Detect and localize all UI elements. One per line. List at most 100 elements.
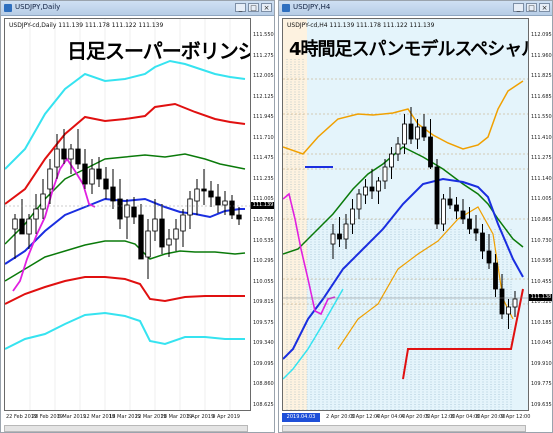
price-tick-label: 111.235 (253, 175, 274, 182)
price-tick-label: 111.685 (531, 93, 552, 100)
price-tick-label: 109.095 (253, 360, 274, 367)
price-tick-label: 111.410 (531, 134, 552, 141)
candle-body (229, 200, 235, 216)
price-tick-label: 110.320 (531, 299, 552, 306)
price-tick-label: 109.575 (253, 319, 274, 326)
candle-body (236, 214, 242, 220)
candle-body (408, 123, 414, 140)
daily-price-axis[interactable]: 111.550 111.275 112.005 112.125 111.945 111.7… (251, 18, 274, 411)
candle-body (89, 168, 95, 185)
lagging-span (283, 192, 336, 316)
daily-time-axis[interactable]: 22 Feb 2019 28 Feb 2019 6 Mar 2019 12 Mar 2… (4, 412, 251, 424)
h4-price-axis[interactable]: 112.095 111.960 111.825 111.685 111.550 111.4… (529, 18, 552, 411)
time-tick-label: 6 Mar 2019 (57, 414, 87, 420)
candle-body (124, 204, 130, 218)
candle-body (201, 188, 207, 192)
h4-plot-area[interactable]: USDJPY-cd,H4 111.139 111.178 111.122 111… (282, 18, 529, 411)
candle-body (138, 214, 144, 260)
time-tick-label: 28 Feb 2019 (31, 414, 63, 420)
candle-body (19, 218, 25, 235)
time-tick-label: 28 Mar 2019 (160, 414, 193, 420)
candle-body (82, 163, 88, 185)
price-tick-label: 110.295 (253, 258, 274, 265)
close-button[interactable]: × (261, 3, 272, 12)
price-tick-label: 110.045 (531, 340, 552, 347)
price-tick-label: 110.865 (531, 217, 552, 223)
minimize-button[interactable]: _ (513, 3, 524, 12)
chart-app-icon (282, 4, 290, 12)
candle-body (506, 306, 511, 315)
candle-body (215, 196, 221, 206)
candle-body (493, 262, 498, 290)
h4-chart-window[interactable]: USDJPY,H4 _ □ × USDJPY-cd,H4 111.139 111… (278, 0, 553, 433)
candle-body (61, 148, 67, 160)
candle-body (208, 190, 214, 198)
maximize-button[interactable]: □ (526, 3, 537, 12)
h4-horizontal-scrollbar[interactable] (282, 425, 526, 432)
time-tick-label: 5 Apr 12:00 (426, 414, 456, 420)
candle-body (369, 186, 375, 192)
candle-body (376, 180, 381, 192)
daily-window-titlebar[interactable]: USDJPY,Daily _ □ × (1, 1, 274, 16)
lower-3sigma-band (5, 311, 245, 350)
lower-envelope (337, 206, 514, 350)
candle-body (68, 148, 74, 160)
price-tick-label: 108.625 (253, 402, 274, 408)
candle-body (33, 208, 39, 220)
price-tick-label: 110.535 (253, 237, 274, 244)
daily-symbol-info: USDJPY-cd,Daily 111.139 111.178 111.122 … (9, 22, 164, 29)
price-tick-label: 111.475 (253, 155, 274, 162)
candle-body (480, 232, 485, 252)
candle-body (96, 168, 102, 180)
candle-body (512, 298, 518, 308)
time-tick-label: 2 Apr 20:00 (326, 414, 356, 420)
upper-3sigma-band (5, 59, 246, 170)
span-blue-line (283, 177, 524, 360)
h4-window-titlebar[interactable]: USDJPY,H4 _ □ × (279, 1, 552, 16)
price-tick-label: 110.455 (531, 278, 552, 285)
candle-body (454, 204, 459, 212)
h4-current-price: 111.138 (529, 294, 552, 301)
candle-body (330, 233, 336, 245)
candle-body (395, 143, 401, 155)
span-red-line (402, 288, 524, 380)
price-tick-label: 111.825 (531, 73, 552, 80)
candle-body (382, 166, 388, 182)
h4-heading: 4時間足スパンモデルスペシャル (289, 39, 529, 60)
daily-window-title: USDJPY,Daily (15, 3, 61, 11)
candle-body (389, 153, 394, 168)
h4-time-axis[interactable]: 2 Apr 20:00 3 Apr 12:00 4 Apr 04:00 4 Apr 2… (282, 412, 530, 424)
time-tick-label: 18 Mar 2019 (109, 414, 141, 420)
time-tick-label: 8 Apr 04:00 (451, 414, 481, 420)
candle-body (441, 198, 446, 225)
middle-line (5, 197, 245, 265)
candle-body (145, 230, 151, 258)
candle-body (75, 148, 81, 165)
price-tick-label: 111.945 (253, 114, 274, 121)
h4-window-title: USDJPY,H4 (293, 3, 331, 11)
time-tick-label: 4 Apr 04:00 (376, 414, 406, 420)
candle-body (194, 188, 200, 202)
daily-plot-area[interactable]: USDJPY-cd,Daily 111.139 111.178 111.122 … (4, 18, 251, 411)
time-tick-label: 8 Apr 20:00 (476, 414, 506, 420)
close-button[interactable]: × (539, 3, 550, 12)
maximize-button[interactable]: □ (248, 3, 259, 12)
lower-1sigma-band (5, 240, 246, 282)
daily-horizontal-scrollbar[interactable] (4, 425, 248, 432)
daily-candles (5, 19, 250, 410)
price-tick-label: 111.275 (531, 155, 552, 162)
h4-candles (283, 19, 528, 410)
candle-body (159, 218, 165, 248)
candle-body (350, 208, 355, 225)
candle-body (356, 193, 362, 210)
candle-body (447, 198, 453, 206)
minimize-button[interactable]: _ (235, 3, 246, 12)
daily-chart-window[interactable]: USDJPY,Daily _ □ × USDJPY-cd,Daily 111.1… (0, 0, 275, 433)
daily-current-price: 111.139 (251, 202, 274, 209)
time-tick-label: 9 Apr 2019 (212, 414, 240, 420)
candle-body (180, 214, 186, 232)
candle-body (26, 218, 32, 235)
candle-body (343, 223, 349, 240)
candle-body (337, 233, 342, 240)
candle-body (131, 206, 137, 218)
